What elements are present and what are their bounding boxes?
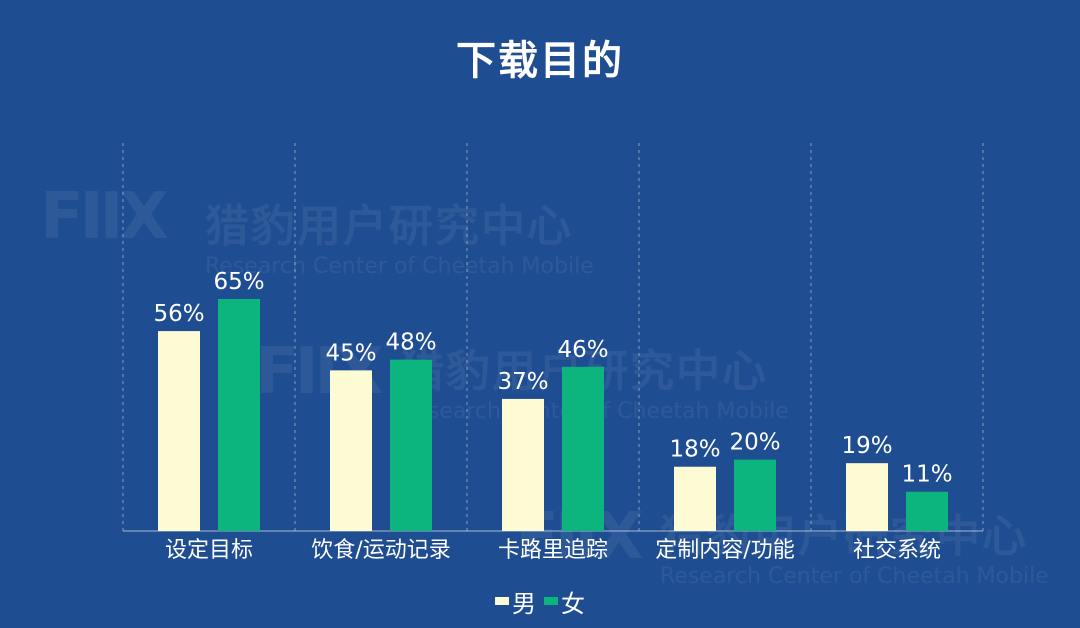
category-label: 定制内容/功能 bbox=[655, 538, 794, 563]
data-label: 48% bbox=[385, 330, 436, 356]
data-label: 46% bbox=[557, 337, 608, 363]
category-label: 饮食/运动记录 bbox=[311, 538, 450, 563]
legend-label: 女 bbox=[561, 589, 585, 618]
bar-male bbox=[330, 370, 372, 531]
data-label: 19% bbox=[841, 433, 892, 459]
bar-female bbox=[562, 366, 604, 531]
bar-female bbox=[734, 459, 776, 531]
data-label: 11% bbox=[901, 462, 952, 488]
bar-male bbox=[502, 398, 544, 531]
bar-female bbox=[218, 298, 260, 531]
chart-title: 下载目的 bbox=[456, 38, 624, 84]
legend-item: 男 bbox=[495, 584, 536, 619]
bar-male bbox=[674, 466, 716, 531]
data-label: 45% bbox=[325, 340, 376, 366]
bar-male bbox=[158, 331, 200, 531]
bar-male bbox=[846, 463, 888, 531]
data-label: 18% bbox=[669, 437, 720, 463]
data-label: 37% bbox=[497, 369, 548, 395]
data-label: 20% bbox=[729, 430, 780, 456]
legend-swatch bbox=[495, 597, 509, 605]
category-label: 设定目标 bbox=[165, 538, 253, 563]
legend-item: 女 bbox=[544, 584, 585, 619]
category-label: 社交系统 bbox=[853, 538, 941, 563]
legend-label: 男 bbox=[512, 589, 536, 618]
legend-swatch bbox=[544, 597, 558, 605]
bar-female bbox=[906, 491, 948, 531]
data-label: 56% bbox=[153, 301, 204, 327]
category-label: 卡路里追踪 bbox=[498, 538, 608, 563]
legend: 男女 bbox=[0, 583, 1080, 619]
bar-female bbox=[390, 359, 432, 531]
data-label: 65% bbox=[213, 269, 264, 295]
